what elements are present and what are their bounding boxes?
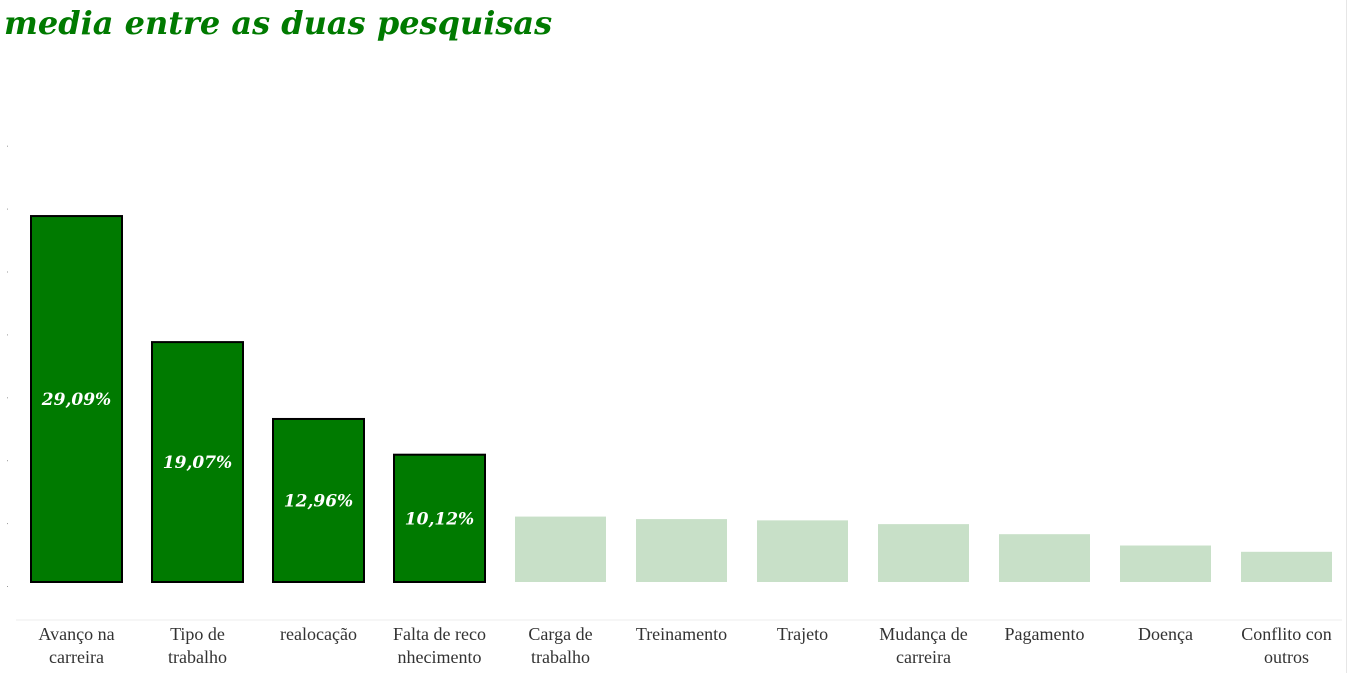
- y-tick-mark: [7, 586, 8, 587]
- y-tick-mark: [7, 523, 8, 525]
- chart-title: media entre as duas pesquisas: [4, 4, 553, 42]
- bar[interactable]: [878, 524, 969, 582]
- bar[interactable]: [30, 215, 123, 584]
- bar[interactable]: [393, 453, 486, 583]
- bar[interactable]: [636, 519, 727, 582]
- x-tick-label: Mudança de carreira: [879, 624, 967, 667]
- bar[interactable]: [151, 341, 244, 583]
- bar[interactable]: [999, 534, 1090, 582]
- y-axis-ticks: [7, 145, 8, 587]
- y-tick-mark: [7, 271, 8, 273]
- y-tick-mark: [7, 208, 8, 210]
- category-labels: Avanço na carreira Tipo de trabalho realocaç…: [38, 624, 1331, 667]
- bars: [30, 215, 1332, 584]
- x-tick-label: Falta de reco nhecimento: [393, 624, 486, 667]
- data-label: 19,07%: [163, 453, 232, 473]
- bar[interactable]: [1120, 545, 1211, 582]
- data-label: 10,12%: [405, 509, 474, 529]
- x-tick-label: Doença: [1138, 624, 1193, 644]
- x-tick-label: Avanço na carreira: [38, 624, 114, 667]
- bar[interactable]: [272, 417, 365, 583]
- x-tick-label: Conflito con outros: [1241, 624, 1332, 667]
- bar[interactable]: [1241, 551, 1332, 582]
- y-tick-mark: [7, 334, 8, 336]
- data-label: 12,96%: [284, 491, 353, 511]
- y-tick-mark: [7, 460, 8, 462]
- x-tick-label: Tipo de trabalho: [168, 624, 227, 667]
- y-tick-mark: [7, 397, 8, 399]
- value-labels: 29,09% 19,07% 12,96% 10,12%: [41, 390, 474, 529]
- x-tick-label: Pagamento: [1005, 624, 1085, 644]
- x-tick-label: realocação: [280, 624, 357, 644]
- data-label: 29,09%: [41, 390, 111, 410]
- bar[interactable]: [515, 516, 606, 582]
- y-tick-mark: [7, 145, 8, 147]
- bar[interactable]: [757, 520, 848, 582]
- x-tick-label: Carga de trabalho: [528, 624, 592, 667]
- x-tick-label: Treinamento: [636, 624, 727, 644]
- x-tick-label: Trajeto: [777, 624, 828, 644]
